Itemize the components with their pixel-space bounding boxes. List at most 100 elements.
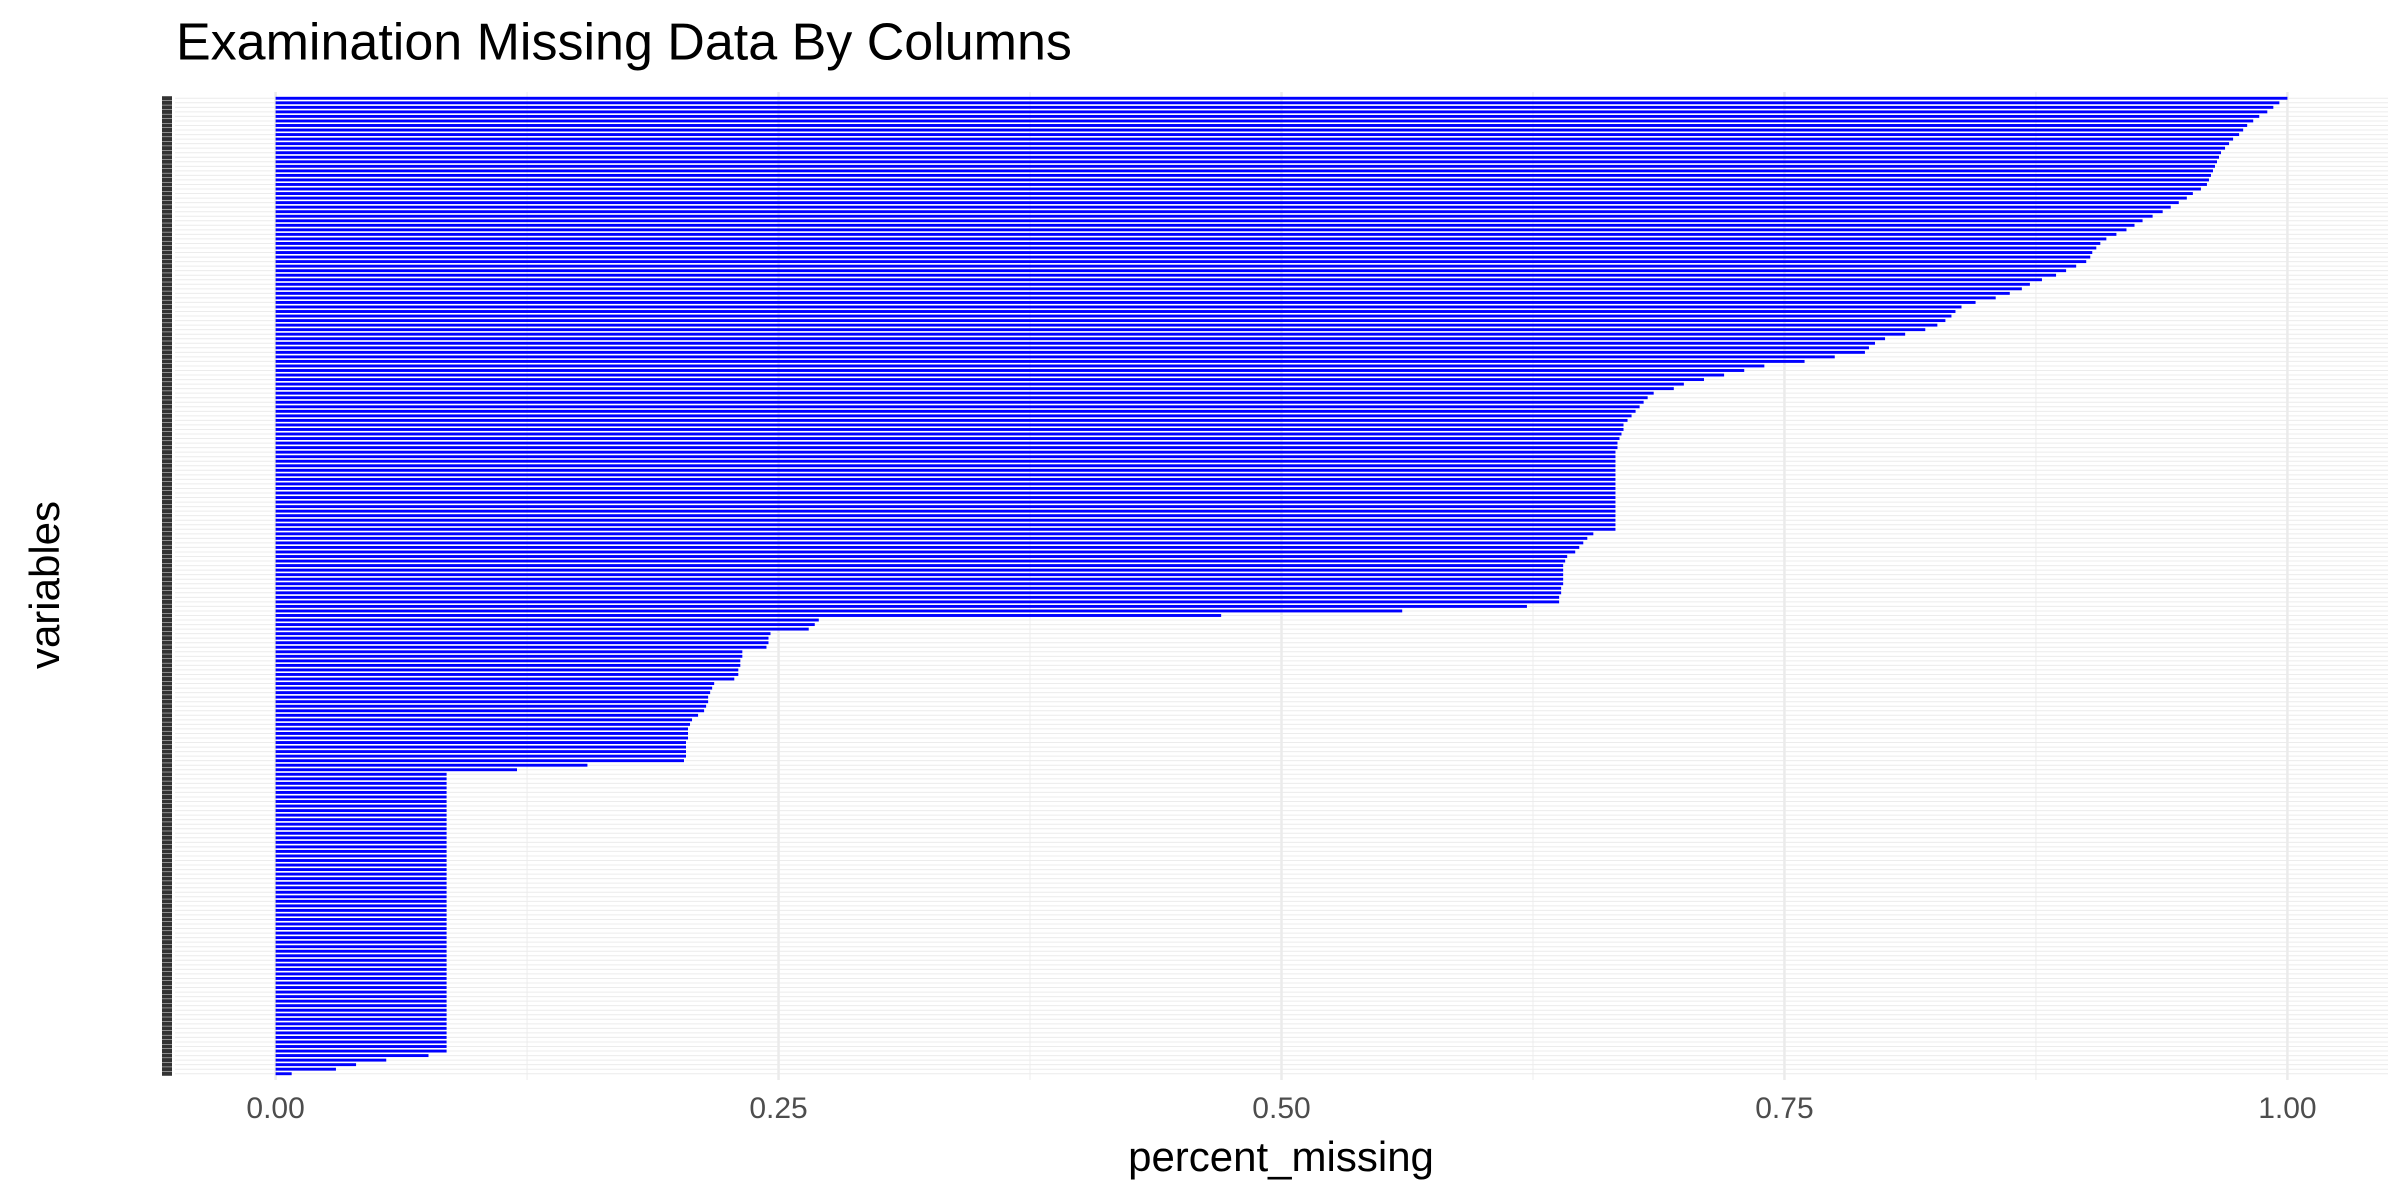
bar	[275, 904, 447, 908]
y-tick-mark	[162, 990, 172, 995]
bar	[275, 142, 2230, 146]
y-tick-mark	[162, 450, 172, 455]
y-tick-mark	[162, 944, 172, 949]
y-tick-mark	[162, 327, 172, 332]
y-tick-mark	[162, 608, 172, 613]
bar	[275, 1049, 447, 1053]
y-tick-mark	[162, 763, 172, 768]
bar	[275, 940, 447, 944]
bar	[275, 459, 1616, 463]
bar	[275, 568, 1564, 572]
bar	[275, 722, 691, 726]
bar	[275, 300, 1976, 304]
y-tick-mark	[162, 645, 172, 650]
bar	[275, 201, 2179, 205]
y-tick-mark	[162, 1003, 172, 1008]
y-tick-mark	[162, 754, 172, 759]
y-tick-mark	[162, 758, 172, 763]
y-tick-mark	[162, 735, 172, 741]
bar	[275, 854, 447, 858]
y-tick-mark	[162, 622, 172, 627]
y-tick-mark	[162, 191, 172, 196]
y-tick-mark	[162, 459, 172, 464]
y-tick-mark	[162, 159, 172, 164]
bar	[275, 387, 1674, 391]
bar	[275, 355, 1835, 359]
y-tick-mark	[162, 146, 172, 151]
y-tick-mark	[162, 663, 172, 668]
y-tick-mark	[162, 849, 172, 854]
y-tick-mark	[162, 740, 172, 745]
bar	[275, 609, 1403, 613]
y-tick-mark	[162, 354, 172, 359]
bar	[275, 654, 743, 658]
y-tick-mark	[162, 722, 172, 727]
y-tick-mark	[162, 531, 172, 536]
y-tick-mark	[162, 790, 172, 795]
y-tick-mark	[162, 794, 172, 800]
bar	[275, 986, 447, 989]
bar	[275, 96, 2288, 100]
y-tick-mark	[162, 776, 172, 781]
bar	[275, 1035, 447, 1039]
bar	[275, 555, 1568, 558]
y-tick-mark	[162, 223, 172, 228]
y-tick-mark	[162, 518, 172, 523]
y-tick-mark	[162, 400, 172, 405]
bar	[275, 627, 809, 631]
bar	[275, 577, 1564, 581]
y-tick-mark	[162, 563, 172, 568]
y-tick-mark	[162, 214, 172, 219]
y-tick-mark	[162, 168, 172, 173]
y-tick-mark	[162, 917, 172, 922]
bar	[275, 727, 689, 731]
y-tick-mark	[162, 1071, 172, 1076]
bar	[275, 364, 1765, 368]
bar	[275, 160, 2217, 164]
y-tick-mark	[162, 164, 172, 169]
y-tick-mark	[162, 613, 172, 618]
y-tick-mark	[162, 935, 172, 940]
bar	[275, 341, 1875, 345]
y-tick-mark	[162, 264, 172, 269]
y-tick-mark	[162, 436, 172, 441]
bar	[275, 114, 2260, 118]
bar	[275, 623, 815, 627]
bar	[275, 332, 1906, 336]
bar	[275, 350, 1865, 354]
y-tick-mark	[162, 1058, 172, 1063]
y-tick-mark	[162, 867, 172, 872]
bar	[275, 196, 2187, 200]
y-tick-mark	[162, 549, 172, 555]
bar	[275, 441, 1618, 445]
y-tick-mark	[162, 441, 172, 446]
y-tick-mark	[162, 1049, 172, 1054]
y-tick-mark	[162, 554, 172, 559]
bar	[275, 713, 699, 717]
y-tick-mark	[162, 314, 172, 319]
bar	[275, 133, 2240, 137]
bar	[275, 373, 1725, 377]
y-tick-mark	[162, 994, 172, 999]
bar	[275, 899, 447, 903]
y-tick-mark	[162, 155, 172, 160]
bar	[275, 509, 1616, 513]
bar	[275, 137, 2234, 141]
y-tick-mark	[162, 853, 172, 858]
y-tick-mark	[162, 903, 172, 908]
y-tick-mark	[162, 772, 172, 777]
bar	[275, 1031, 447, 1035]
y-tick-mark	[162, 418, 172, 423]
bar	[275, 886, 447, 890]
bar	[275, 282, 2030, 286]
bar	[275, 995, 447, 999]
bar	[275, 863, 447, 867]
y-tick-mark	[162, 940, 172, 945]
bar	[275, 981, 447, 985]
bar	[275, 409, 1636, 413]
y-tick-mark	[162, 382, 172, 387]
y-tick-mark	[162, 967, 172, 972]
x-tick-label: 1.00	[2258, 1092, 2316, 1125]
bar	[275, 432, 1622, 436]
